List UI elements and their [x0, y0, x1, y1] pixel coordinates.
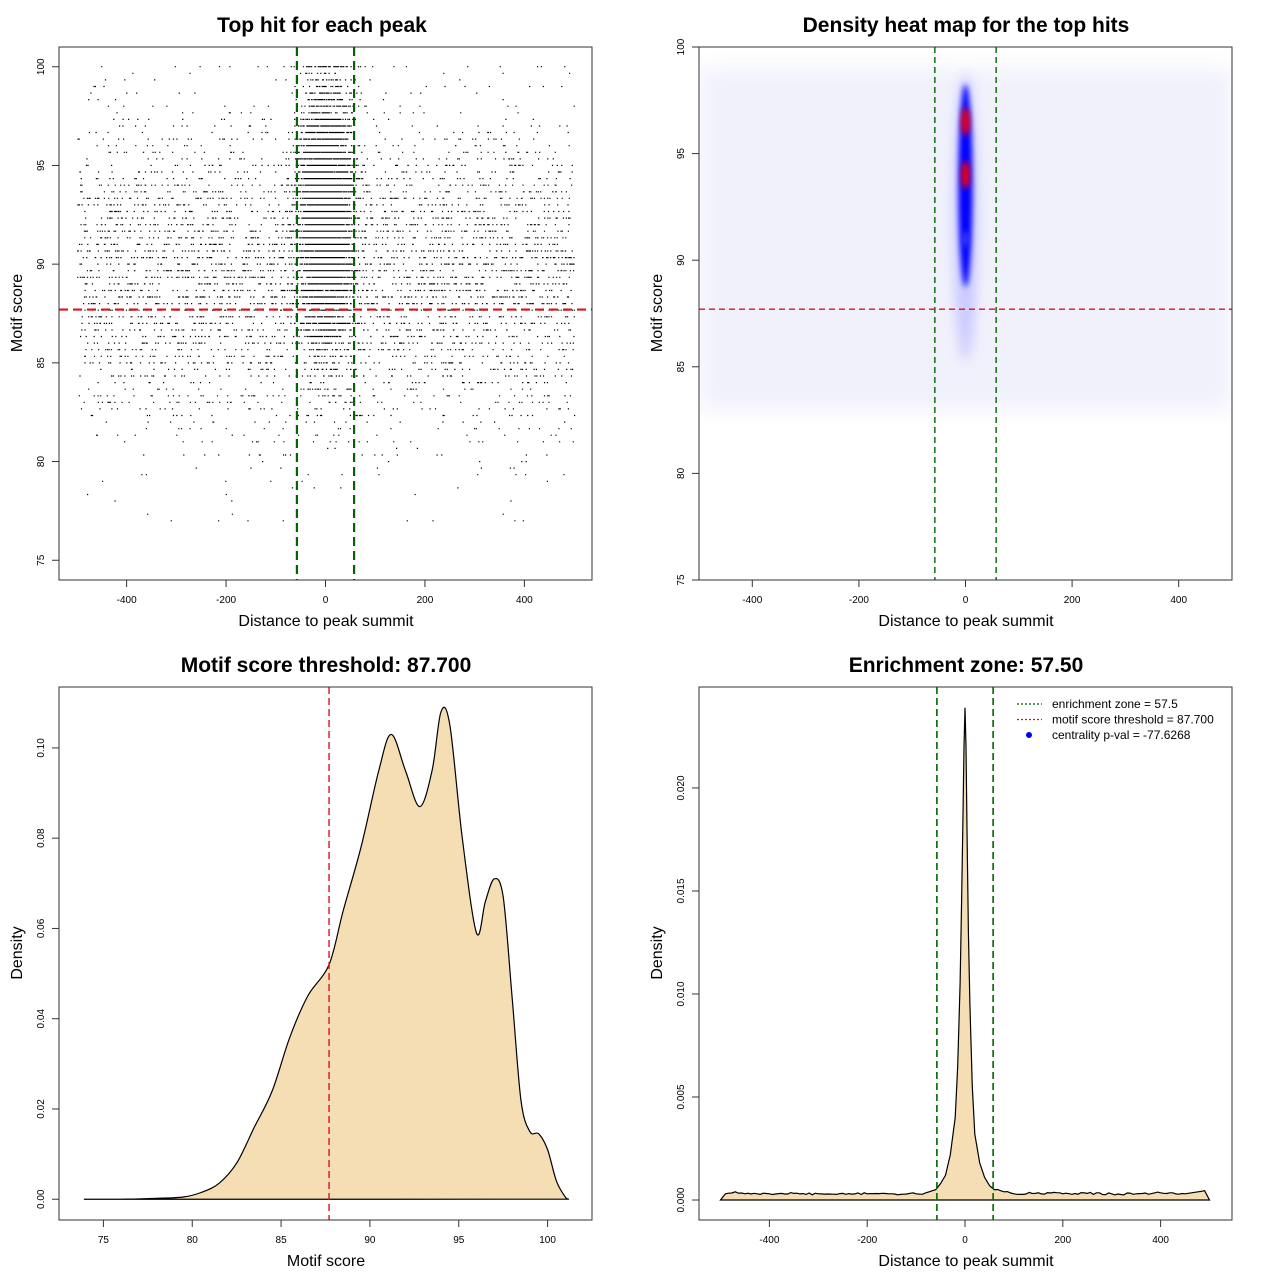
heatmap-y-tick-label: 85 — [676, 361, 687, 373]
heatmap-hotspot — [961, 107, 970, 136]
scatter-x-tick-label: 400 — [516, 595, 533, 606]
scatter-y-axis-label: Motif score — [9, 274, 26, 352]
score-density-y-ticks: 0.00 0.02 0.04 0.06 0.08 0.10 — [36, 738, 59, 1209]
enrichment-density-lines-layer — [936, 687, 994, 1220]
scatter-y-tick-label: 95 — [36, 159, 47, 171]
scatter-y-tick-label: 100 — [36, 58, 47, 75]
panel-enrichment-density-title: Enrichment zone: 57.50 — [849, 654, 1084, 677]
heatmap-hotspot — [961, 160, 970, 189]
heatmap-x-tick-label: 0 — [963, 595, 969, 606]
heatmap-y-tick-label: 90 — [676, 254, 687, 266]
heatmap-y-tick-label: 75 — [676, 574, 687, 586]
scatter-x-ticks: -400 -200 0 200 400 — [117, 580, 533, 606]
heatmap-lines-layer — [699, 47, 1232, 580]
panel-heatmap: Density heat map for the top hits -400 -2… — [649, 14, 1233, 630]
panel-scatter: Top hit for each peak -400 -200 0 200 400 75… — [9, 14, 593, 630]
enrichment-density-x-ticks: -400 -200 0 200 400 — [759, 1220, 1169, 1246]
score-density-y-tick-label: 0.08 — [36, 828, 47, 848]
enrichment-density-x-tick-label: -200 — [857, 1235, 877, 1246]
heatmap-x-tick-label: -400 — [742, 595, 762, 606]
heatmap-y-tick-label: 80 — [676, 467, 687, 479]
score-density-x-tick-label: 95 — [453, 1235, 465, 1246]
score-density-x-tick-label: 85 — [276, 1235, 288, 1246]
scatter-points — [77, 66, 576, 522]
score-density-y-tick-label: 0.00 — [36, 1189, 47, 1209]
enrichment-density-y-tick-label: 0.020 — [676, 775, 687, 800]
enrichment-density-x-axis-label: Distance to peak summit — [878, 1253, 1054, 1270]
scatter-x-tick-label: 0 — [323, 595, 329, 606]
enrichment-density-x-tick-label: 400 — [1152, 1235, 1169, 1246]
enrichment-density-y-tick-label: 0.005 — [676, 1084, 687, 1109]
scatter-x-axis-label: Distance to peak summit — [238, 613, 414, 630]
score-density-y-tick-label: 0.10 — [36, 738, 47, 758]
enrichment-density-x-tick-label: -400 — [759, 1235, 779, 1246]
score-density-y-tick-label: 0.02 — [36, 1099, 47, 1119]
heatmap-x-tick-label: 400 — [1170, 595, 1187, 606]
enrichment-density-x-tick-label: 0 — [962, 1235, 968, 1246]
legend-dot-icon — [1026, 732, 1032, 738]
scatter-points-layer — [77, 66, 576, 522]
score-density-y-tick-label: 0.04 — [36, 1009, 47, 1029]
scatter-plot-frame — [58, 46, 593, 581]
heatmap-hotspot — [962, 230, 969, 247]
heatmap-x-ticks: -400 -200 0 200 400 — [742, 580, 1187, 606]
panel-score-density: Motif score threshold: 87.700 75 80 85 90 95… — [9, 654, 593, 1270]
scatter-y-tick-label: 80 — [36, 456, 47, 468]
score-density-x-axis-label: Motif score — [287, 1253, 365, 1270]
enrichment-density-y-tick-label: 0.010 — [676, 981, 687, 1006]
score-density-y-axis-label: Density — [9, 926, 26, 979]
score-density-x-tick-label: 100 — [539, 1235, 556, 1246]
legend-entry-label: motif score threshold = 87.700 — [1052, 713, 1214, 727]
panel-heatmap-title: Density heat map for the top hits — [803, 14, 1130, 37]
heatmap-x-axis-label: Distance to peak summit — [878, 613, 1054, 630]
enrichment-density-y-tick-label: 0.000 — [676, 1187, 687, 1212]
panel-enrichment-density: Enrichment zone: 57.50 -400 -200 0 200 400 0… — [649, 654, 1233, 1270]
scatter-y-ticks: 75 80 85 90 95 100 — [36, 58, 59, 566]
heatmap-y-tick-label: 100 — [676, 38, 687, 55]
enrichment-density-y-tick-label: 0.015 — [676, 878, 687, 903]
enrichment-density-x-tick-label: 200 — [1054, 1235, 1071, 1246]
heatmap-y-tick-label: 95 — [676, 148, 687, 160]
legend-entry-label: enrichment zone = 57.5 — [1052, 697, 1178, 711]
heatmap-x-tick-label: -200 — [849, 595, 869, 606]
scatter-x-tick-label: 200 — [417, 595, 434, 606]
score-density-plot-frame — [58, 686, 593, 1221]
heatmap-x-tick-label: 200 — [1064, 595, 1081, 606]
panel-scatter-title: Top hit for each peak — [217, 14, 427, 37]
heatmap-y-axis-label: Motif score — [649, 274, 666, 352]
enrichment-density-y-axis-label: Density — [649, 926, 666, 979]
scatter-y-tick-label: 85 — [36, 357, 47, 369]
score-density-x-tick-label: 75 — [98, 1235, 110, 1246]
enrichment-density-curve — [719, 707, 1211, 1201]
enrichment-density-area-layer — [719, 707, 1211, 1201]
score-density-x-tick-label: 90 — [364, 1235, 376, 1246]
score-density-x-ticks: 75 80 85 90 95 100 — [98, 1220, 556, 1246]
panel-score-density-title: Motif score threshold: 87.700 — [181, 654, 472, 677]
score-density-y-tick-label: 0.06 — [36, 918, 47, 938]
heatmap-y-ticks: 75 80 85 90 95 100 — [676, 38, 699, 586]
enrichment-density-legend: enrichment zone = 57.5 motif score thresh… — [1017, 697, 1214, 742]
score-density-area-layer — [83, 706, 570, 1200]
enrichment-density-y-ticks: 0.000 0.005 0.010 0.015 0.020 — [676, 775, 699, 1213]
scatter-y-tick-label: 90 — [36, 258, 47, 270]
scatter-y-tick-label: 75 — [36, 554, 47, 566]
heatmap-layer — [699, 68, 1232, 410]
score-density-x-tick-label: 80 — [187, 1235, 199, 1246]
legend-entry-label: centrality p-val = -77.6268 — [1052, 728, 1191, 742]
scatter-x-tick-label: -400 — [117, 595, 137, 606]
scatter-x-tick-label: -200 — [216, 595, 236, 606]
scatter-lines-layer — [59, 47, 592, 580]
score-density-curve — [83, 706, 570, 1200]
